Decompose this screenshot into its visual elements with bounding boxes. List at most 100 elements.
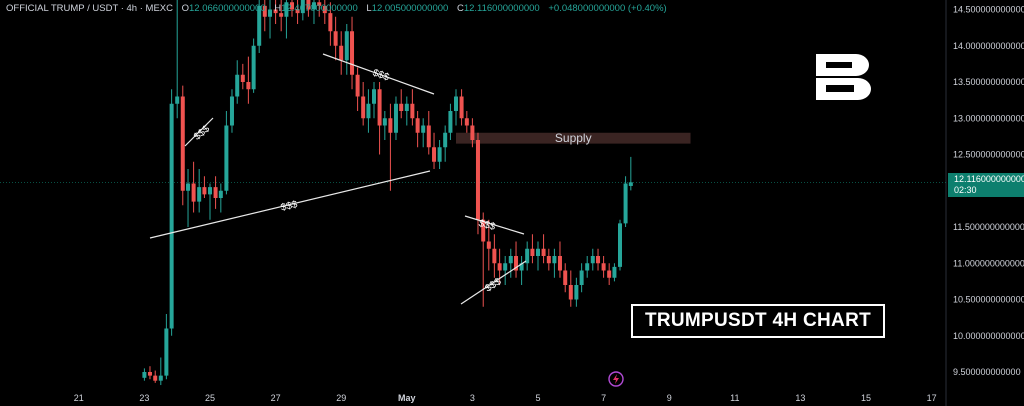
candle — [475, 132, 480, 235]
supply-zone — [456, 132, 691, 144]
candle — [552, 248, 557, 278]
candle — [618, 219, 622, 271]
y-tick-label: 13.500000000000 — [953, 77, 1024, 87]
candle-body — [464, 118, 469, 126]
candle-body — [175, 96, 180, 104]
candle-body — [180, 96, 185, 191]
candle-body — [628, 182, 633, 186]
candle-body — [426, 125, 431, 148]
candle — [377, 82, 382, 155]
candle — [339, 31, 344, 75]
candle-body — [306, 0, 311, 10]
close-value: 12.116000000000 — [463, 3, 540, 14]
candle — [388, 103, 393, 191]
candle — [218, 183, 223, 213]
candle — [328, 2, 333, 46]
ohlc-legend: OFFICIAL TRUMP / USDT · 4h · MEXC O12.06… — [6, 3, 667, 14]
candle — [202, 176, 207, 198]
candle — [432, 132, 437, 169]
candle — [229, 89, 234, 133]
candle-body — [164, 328, 169, 376]
candle-body — [218, 190, 223, 198]
candle — [421, 118, 426, 148]
candle — [415, 111, 420, 148]
x-tick-label: 25 — [205, 393, 215, 403]
candle-body — [202, 187, 207, 195]
x-tick-label: 15 — [861, 393, 871, 403]
candle-body — [497, 263, 502, 271]
candle-body — [158, 375, 163, 381]
bar-countdown: 02:30 — [954, 185, 977, 195]
candle-body — [410, 103, 415, 119]
candle-body — [147, 372, 152, 376]
candle-body — [186, 183, 191, 191]
y-tick-label: 14.500000000000 — [953, 5, 1024, 15]
candle-body — [339, 45, 344, 61]
candle-body — [421, 125, 426, 133]
candle — [530, 234, 535, 264]
candle-body — [169, 103, 174, 329]
candle — [601, 256, 606, 278]
candle — [541, 234, 546, 264]
low-value: 12.005000000000 — [371, 3, 449, 14]
candle-body — [262, 5, 267, 17]
x-tick-label: 17 — [927, 393, 937, 403]
candle-body — [295, 9, 300, 14]
y-tick-label: 11.000000000000 — [953, 258, 1024, 268]
candle — [317, 0, 322, 17]
candle — [197, 169, 202, 213]
candle — [180, 85, 185, 206]
lightning-icon[interactable] — [608, 371, 624, 387]
candle-body — [475, 140, 480, 220]
candle-body — [415, 118, 420, 133]
y-tick-label: 10.000000000000 — [953, 331, 1024, 341]
y-tick-label: 9.500000000000 — [953, 367, 1021, 377]
candle-body — [235, 74, 240, 97]
candle — [393, 96, 398, 140]
x-tick-label: 13 — [795, 393, 805, 403]
candle-body — [300, 0, 305, 14]
y-tick-label: 14.000000000000 — [953, 41, 1024, 51]
candle — [470, 118, 475, 148]
candle — [262, 0, 267, 32]
candle — [628, 156, 633, 191]
high-value: 12.467000000000 — [281, 3, 358, 14]
candle-body — [273, 9, 278, 14]
candle-body — [191, 183, 196, 202]
candle — [153, 370, 158, 383]
candle — [404, 96, 409, 126]
candle — [486, 219, 491, 271]
candle-body — [623, 183, 628, 224]
candle-body — [240, 74, 245, 82]
candle-body — [579, 270, 584, 285]
candle-body — [388, 118, 393, 133]
trendlines — [149, 53, 527, 305]
candle — [574, 277, 579, 307]
candle — [546, 248, 551, 271]
candle-body — [208, 187, 212, 195]
change-value: +0.048000000000 (+0.40%) — [548, 3, 667, 14]
candle — [311, 0, 316, 24]
candle-body — [470, 125, 475, 140]
candle-body — [246, 82, 251, 90]
x-tick-label: 3 — [470, 393, 475, 403]
candle — [366, 89, 371, 133]
candle-body — [213, 187, 218, 198]
candle — [333, 16, 338, 61]
candle — [344, 24, 349, 75]
candle-body — [290, 2, 294, 10]
x-tick-label: May — [398, 393, 416, 403]
supply-label: Supply — [555, 131, 592, 145]
candle — [295, 0, 300, 24]
candle — [437, 140, 442, 169]
candle-body — [322, 5, 327, 14]
x-tick-label: 7 — [601, 393, 606, 403]
candles — [142, 0, 633, 386]
dollar-label: $$$ — [192, 123, 212, 142]
candle — [514, 241, 519, 278]
candle-body — [279, 13, 284, 17]
chart-title-box: TRUMPUSDT 4H CHART — [631, 304, 885, 338]
dollar-label: $$$ — [483, 276, 503, 295]
candle-body — [607, 270, 612, 278]
